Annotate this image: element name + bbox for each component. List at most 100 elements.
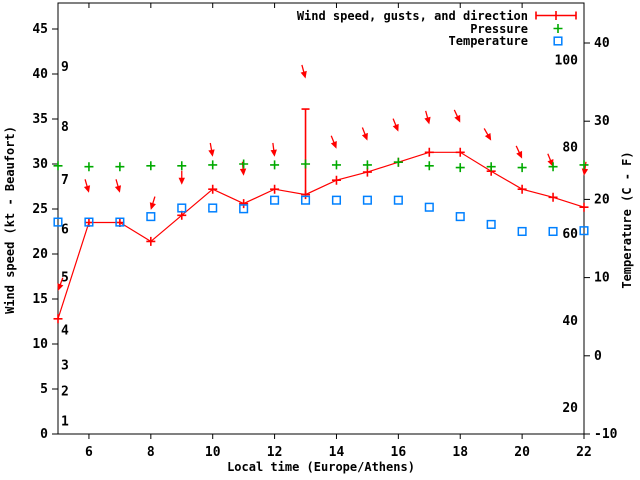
- wind-marker: [270, 184, 280, 194]
- wind-direction-arrow: [149, 196, 156, 210]
- legend-label-wind: Wind speed, gusts, and direction: [297, 9, 528, 23]
- wind-direction-arrow: [547, 153, 554, 167]
- fahrenheit-label: 100: [555, 53, 579, 68]
- pressure-marker: [517, 163, 527, 173]
- wind-direction-arrow: [270, 142, 277, 157]
- arrow-head: [484, 132, 492, 141]
- legend-label-temperature: Temperature: [449, 34, 528, 48]
- beaufort-label: 5: [61, 270, 69, 285]
- temperature-marker: [115, 217, 125, 227]
- wind-direction-arrow: [330, 135, 337, 149]
- pressure-marker: [424, 161, 434, 171]
- temperature-marker: [486, 219, 496, 229]
- wind-direction-arrow: [300, 64, 307, 79]
- y-left-tick-label: 5: [40, 382, 48, 397]
- fahrenheit-label: 60: [562, 227, 578, 242]
- arrow-head: [516, 150, 523, 159]
- beaufort-label: 8: [61, 120, 69, 135]
- wind-marker: [239, 199, 249, 209]
- x-axis-title: Local time (Europe/Athens): [227, 460, 415, 474]
- temperature-marker: [331, 195, 342, 205]
- pressure-marker: [270, 160, 280, 170]
- pressure-marker: [115, 162, 125, 172]
- wind-direction-arrow: [392, 118, 399, 132]
- y-right-tick-label: 20: [594, 192, 610, 207]
- temperature-marker: [208, 203, 218, 213]
- y-right-tick-label: 0: [594, 349, 602, 364]
- temperature-marker: [270, 195, 280, 205]
- x-tick-label: 14: [329, 445, 345, 460]
- y-left-tick-label: 45: [32, 22, 48, 37]
- temperature-marker: [393, 195, 403, 205]
- plot-area: 6 8 10 12 14 16 18 20 22051015202530354045-10010…: [32, 2, 618, 460]
- temperature-marker: [177, 203, 187, 213]
- pressure-marker: [146, 161, 156, 171]
- y-left-tick-label: 40: [32, 67, 48, 82]
- x-tick-label: 6: [85, 445, 93, 460]
- arrow-head: [149, 202, 156, 210]
- wind-direction-arrow: [483, 128, 492, 141]
- wind-direction-arrow: [57, 277, 64, 291]
- beaufort-label: 2: [61, 385, 69, 400]
- arrow-head: [547, 159, 554, 167]
- wind-direction-arrow: [515, 145, 523, 159]
- temperature-marker: [362, 195, 372, 205]
- pressure-marker: [393, 157, 403, 167]
- pressure-marker: [177, 161, 187, 171]
- plot-border: [57, 2, 585, 435]
- arrow-head: [424, 116, 431, 125]
- legend-wind-symbol: [535, 11, 577, 20]
- gust-error-bar: [301, 108, 310, 195]
- pressure-marker: [208, 160, 218, 170]
- legend-symbols: [535, 11, 577, 46]
- x-tick-label: 10: [205, 445, 221, 460]
- wind-direction-arrow: [581, 161, 589, 176]
- wind-marker: [53, 314, 63, 324]
- x-tick-label: 8: [147, 445, 155, 460]
- pressure-marker: [84, 162, 94, 172]
- y-axis-title-right: Temperature (C - F): [620, 151, 634, 288]
- x-tick-label: 16: [391, 445, 407, 460]
- x-tick-label: 22: [576, 445, 592, 460]
- wind-direction-arrow: [361, 127, 368, 141]
- legend-label-pressure: Pressure: [470, 22, 528, 36]
- temperature-marker: [579, 226, 589, 236]
- arrow-head: [83, 185, 91, 193]
- wind-direction-arrow: [424, 110, 431, 125]
- arrow-head: [581, 168, 589, 176]
- temperature-marker: [548, 226, 558, 237]
- y-right-tick-label: 30: [594, 114, 610, 129]
- temperature-marker: [455, 212, 465, 222]
- y-right-tick-label: -10: [594, 427, 618, 442]
- arrow-head: [361, 132, 368, 141]
- x-tick-label: 20: [514, 445, 530, 460]
- pressure-marker: [53, 161, 63, 171]
- pressure-marker: [455, 163, 465, 173]
- wind-marker: [146, 236, 156, 246]
- arrow-head: [239, 168, 247, 176]
- pressure-marker: [239, 159, 249, 169]
- y-left-tick-label: 30: [32, 157, 48, 172]
- wind-speed-line: [57, 151, 585, 319]
- arrow-head: [270, 149, 277, 157]
- wind-marker: [301, 190, 311, 200]
- y-left-tick-label: 25: [32, 202, 48, 217]
- x-tick-label: 18: [452, 445, 468, 460]
- fahrenheit-label: 20: [562, 401, 578, 416]
- arrow-head: [392, 123, 399, 132]
- temperature-marker: [300, 195, 311, 205]
- temperature-marker: [53, 217, 63, 227]
- y-left-tick-label: 20: [32, 247, 48, 262]
- y-axis-title-left: Wind speed (kt - Beaufort): [3, 126, 17, 314]
- arrow-head: [114, 185, 122, 193]
- fahrenheit-label: 40: [562, 314, 578, 329]
- wind-marker: [331, 175, 341, 185]
- temperature-marker: [517, 226, 527, 237]
- pressure-marker: [362, 160, 372, 170]
- wind-marker: [517, 184, 527, 194]
- y-right-tick-label: 10: [594, 271, 610, 286]
- beaufort-label: 3: [61, 359, 69, 374]
- y-left-tick-label: 15: [32, 292, 48, 307]
- pressure-marker: [548, 162, 558, 172]
